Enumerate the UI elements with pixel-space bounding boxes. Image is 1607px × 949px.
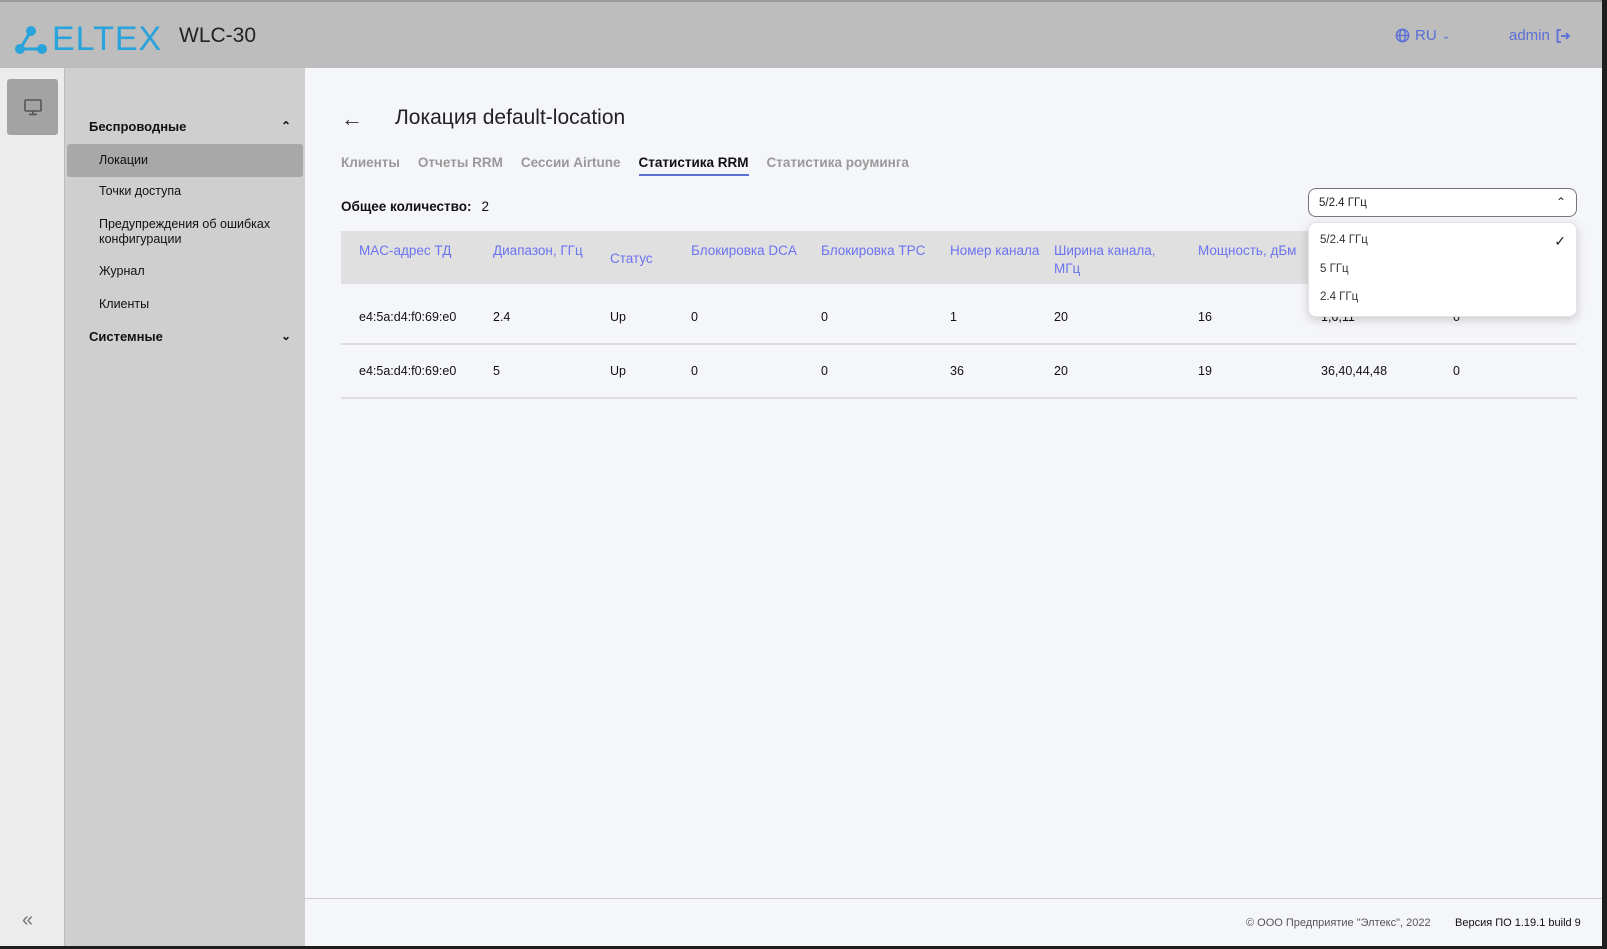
table-cell: 20 <box>1054 310 1068 324</box>
language-label: RU <box>1415 27 1437 44</box>
tab-airtune-sessions[interactable]: Сессии Airtune <box>520 155 621 170</box>
count-value: 2 <box>481 199 490 214</box>
band-filter-select[interactable]: 5/2.4 ГГц ⌃ <box>1308 188 1577 217</box>
copyright: © ООО Предприятие "Элтекс", 2022 <box>1246 917 1431 929</box>
table-cell: 2.4 <box>493 310 511 324</box>
column-header[interactable]: Ширина канала, МГц <box>1054 243 1156 276</box>
column-header[interactable]: Диапазон, ГГц <box>493 243 583 258</box>
table-cell: 0 <box>691 310 698 324</box>
option-both-bands[interactable]: 5/2.4 ГГц <box>1320 234 1565 246</box>
table-cell: e4:5a:d4:f0:69:e0 <box>359 310 457 324</box>
page-title: Локация default-location <box>395 106 626 129</box>
logo-icon <box>15 25 47 54</box>
column-header[interactable]: Статус <box>610 251 653 266</box>
eltex-logo[interactable]: ELTEX <box>14 20 162 59</box>
window-border <box>0 946 1607 949</box>
tabs: Клиенты Отчеты RRM Сессии Airtune Статис… <box>341 155 909 176</box>
option-label: 5/2.4 ГГц <box>1320 234 1368 246</box>
monitoring-button[interactable] <box>7 79 58 135</box>
table-cell: 0 <box>691 364 698 378</box>
chevron-up-icon: ⌃ <box>280 119 291 133</box>
table-cell: 16 <box>1198 310 1212 324</box>
table-cell: 0 <box>821 310 828 324</box>
table-cell: e4:5a:d4:f0:69:e0 <box>359 364 457 378</box>
column-header[interactable]: Блокировка DCA <box>691 243 797 258</box>
back-arrow-icon[interactable]: ← <box>341 106 363 131</box>
sidebar-group-wireless[interactable]: Беспроводные ⌃ <box>89 119 291 134</box>
table-row[interactable]: e4:5a:d4:f0:69:e0 5 Up 0 0 36 20 19 36,40,44,48 0 <box>341 345 1577 399</box>
username: admin <box>1509 27 1550 44</box>
table-cell: 0 <box>1453 310 1460 324</box>
tab-roaming-statistics[interactable]: Статистика роуминга <box>766 155 909 170</box>
table-cell: 0 <box>821 364 828 378</box>
sidebar-item-clients[interactable]: Клиенты <box>99 297 150 311</box>
chevron-down-icon: ⌄ <box>1441 30 1451 42</box>
window-border <box>1602 0 1607 949</box>
band-filter-menu: 5/2.4 ГГц ✓ 5 ГГц 2.4 ГГц <box>1308 222 1577 317</box>
table-cell: 19 <box>1198 364 1212 378</box>
header: ELTEX WLC-30 RU ⌄ admin <box>0 2 1602 68</box>
firmware-version: Версия ПО 1.19.1 build 9 <box>1455 917 1581 929</box>
table-cell: 5 <box>493 364 500 378</box>
table-cell: 20 <box>1054 364 1068 378</box>
user-menu[interactable]: admin <box>1509 27 1570 44</box>
sidebar-item-config-warnings[interactable]: Предупреждения об ошибках конфигурации <box>99 217 271 246</box>
sidebar-item-locations[interactable]: Локации <box>67 144 303 177</box>
top-border <box>0 0 1607 2</box>
column-header[interactable]: Блокировка TPC <box>821 243 926 258</box>
table-cell: Up <box>610 310 626 324</box>
check-icon: ✓ <box>1554 233 1566 249</box>
select-value: 5/2.4 ГГц <box>1319 197 1367 209</box>
globe-icon <box>1395 28 1410 43</box>
sidebar-group-system[interactable]: Системные ⌄ <box>89 329 291 344</box>
table-cell: 0 <box>1453 364 1460 378</box>
column-header[interactable]: MAC-адрес ТД <box>359 243 452 258</box>
column-header[interactable]: Номер канала <box>950 243 1040 258</box>
count-label: Общее количество: <box>341 199 472 214</box>
table-cell: 1 <box>950 310 957 324</box>
logout-icon[interactable] <box>1556 28 1570 43</box>
sidebar-item-access-points[interactable]: Точки доступа <box>99 184 182 198</box>
tab-clients[interactable]: Клиенты <box>341 155 400 170</box>
chevron-up-icon: ⌃ <box>1555 195 1566 209</box>
monitor-icon <box>23 99 42 116</box>
logo-text: ELTEX <box>52 20 163 58</box>
icon-rail: « <box>0 68 65 946</box>
table-cell: 36 <box>950 364 964 378</box>
collapse-sidebar-icon[interactable]: « <box>22 909 34 931</box>
option-5ghz[interactable]: 5 ГГц <box>1320 263 1349 275</box>
group-label: Системные <box>89 329 163 344</box>
group-label: Беспроводные <box>89 119 187 134</box>
table-cell: Up <box>610 364 626 378</box>
product-name: WLC-30 <box>179 24 257 47</box>
tab-rrm-reports[interactable]: Отчеты RRM <box>417 155 503 170</box>
sidebar: Беспроводные ⌃ Локации Точки доступа Пре… <box>65 68 305 946</box>
sidebar-item-journal[interactable]: Журнал <box>99 264 145 278</box>
table-row[interactable]: e4:5a:d4:f0:69:e0 2.4 Up 0 0 1 20 16 1,6,11 0 <box>341 284 1577 345</box>
option-2-4ghz[interactable]: 2.4 ГГц <box>1320 291 1359 303</box>
tab-rrm-statistics[interactable]: Статистика RRM <box>638 155 749 176</box>
column-header[interactable]: Мощность, дБм <box>1198 243 1297 258</box>
footer-divider <box>305 898 1602 899</box>
table-cell: 36,40,44,48 <box>1321 364 1388 378</box>
language-selector[interactable]: RU ⌄ <box>1395 27 1451 44</box>
total-count: Общее количество: 2 <box>341 199 489 214</box>
chevron-down-icon: ⌄ <box>280 329 291 343</box>
